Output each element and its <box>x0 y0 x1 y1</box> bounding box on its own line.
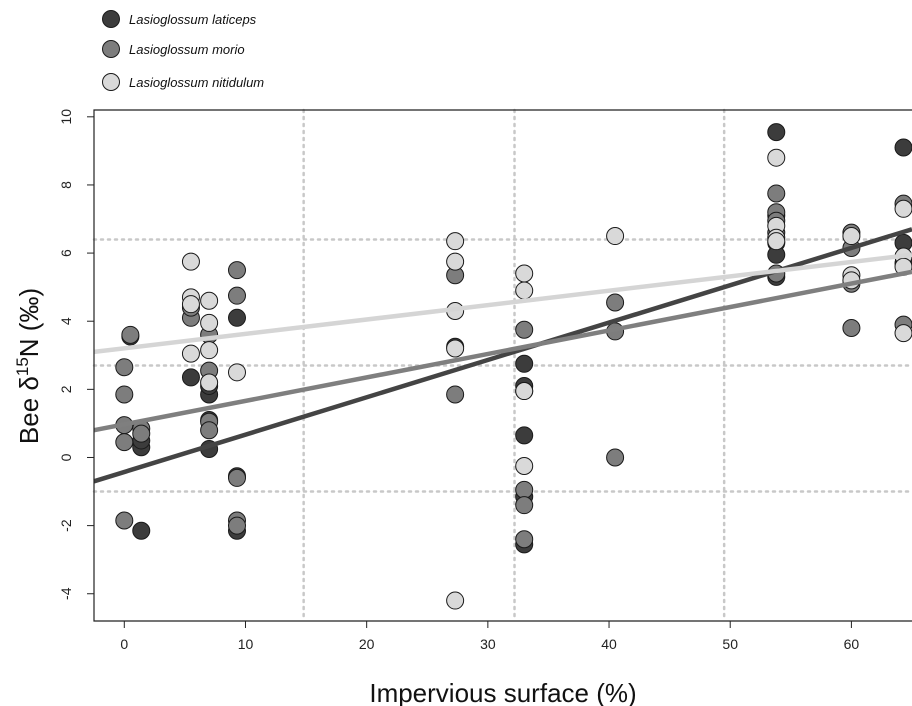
point-series1-3 <box>115 433 134 452</box>
trend-line-series2 <box>93 252 912 355</box>
y-tick-label-2: 0 <box>58 453 74 461</box>
point-series1-18 <box>227 516 246 535</box>
point-series2-18 <box>606 227 625 246</box>
point-series1-1 <box>115 385 134 404</box>
trend-line-series0 <box>93 227 912 484</box>
point-series2-0 <box>181 252 200 271</box>
data-points <box>115 123 912 610</box>
point-series0-3 <box>132 521 151 540</box>
x-axis-title: Impervious surface (%) <box>369 678 636 706</box>
point-series1-14 <box>227 261 246 280</box>
y-tick-label-5: 6 <box>58 249 74 257</box>
x-axis: 0 10 20 30 40 50 60 <box>120 621 859 652</box>
point-series2-17 <box>515 456 534 475</box>
x-tick-label-2: 20 <box>359 636 375 652</box>
point-series2-6 <box>200 341 219 360</box>
point-series1-22 <box>515 480 534 499</box>
point-series2-4 <box>200 291 219 310</box>
point-series0-9 <box>227 308 246 327</box>
point-series1-23 <box>515 496 534 515</box>
point-series1-4 <box>115 511 134 530</box>
y-axis-title: Bee δ15N (‰) <box>13 288 44 444</box>
point-series2-7 <box>200 373 219 392</box>
point-series1-24 <box>515 530 534 549</box>
point-series1-7 <box>132 424 151 443</box>
point-series0-16 <box>515 426 534 445</box>
point-series1-25 <box>606 293 625 312</box>
trend-line-series1 <box>93 269 912 433</box>
point-series2-2 <box>181 295 200 314</box>
y-axis-title-main: Bee δ <box>14 376 44 444</box>
x-tick-label-3: 30 <box>480 636 496 652</box>
legend-marker-series1 <box>102 40 120 58</box>
y-tick-label-4: 4 <box>58 317 74 325</box>
x-tick-label-5: 50 <box>722 636 738 652</box>
point-series0-13 <box>515 354 534 373</box>
point-series2-3 <box>181 344 200 363</box>
point-series1-27 <box>606 448 625 467</box>
point-series2-13 <box>446 591 465 610</box>
y-axis-title-sup: 15 <box>13 357 32 376</box>
y-tick-label-3: 2 <box>58 385 74 393</box>
point-series2-5 <box>200 313 219 332</box>
point-series1-13 <box>200 421 219 440</box>
y-axis: -4 -2 0 2 4 6 8 10 <box>58 109 94 600</box>
legend-label-series0: Lasioglossum laticeps <box>129 12 257 27</box>
legend: Lasioglossum laticeps Lasioglossum morio L… <box>102 10 264 91</box>
point-series0-4 <box>181 368 200 387</box>
y-tick-label-1: -2 <box>58 519 74 532</box>
y-tick-label-6: 8 <box>58 181 74 189</box>
point-series1-21 <box>515 320 534 339</box>
legend-marker-series0 <box>102 10 120 28</box>
y-axis-title-unit: N (‰) <box>14 288 44 357</box>
point-series1-0 <box>115 358 134 377</box>
point-series1-20 <box>446 385 465 404</box>
x-tick-label-0: 0 <box>120 636 128 652</box>
point-series2-14 <box>515 264 534 283</box>
point-series2-8 <box>227 363 246 382</box>
point-series2-29 <box>894 324 912 343</box>
point-series1-16 <box>227 468 246 487</box>
y-tick-label-0: -4 <box>58 587 74 600</box>
y-tick-label-7: 10 <box>58 109 74 125</box>
point-series2-12 <box>446 339 465 358</box>
point-series1-5 <box>121 325 140 344</box>
plot-frame <box>93 109 912 622</box>
legend-label-series2: Lasioglossum nitidulum <box>129 75 264 90</box>
x-tick-label-4: 40 <box>601 636 617 652</box>
point-series1-15 <box>227 286 246 305</box>
point-series2-10 <box>446 252 465 271</box>
point-series2-22 <box>767 232 786 251</box>
point-series2-26 <box>894 199 912 218</box>
point-series2-19 <box>767 148 786 167</box>
point-series2-9 <box>446 232 465 251</box>
x-tick-label-1: 10 <box>238 636 254 652</box>
legend-marker-series2 <box>102 73 120 91</box>
reference-lines <box>92 108 912 623</box>
point-series2-23 <box>842 227 861 246</box>
legend-label-series1: Lasioglossum morio <box>129 42 245 57</box>
point-series0-24 <box>894 138 912 157</box>
point-series1-28 <box>767 184 786 203</box>
point-series0-19 <box>767 123 786 142</box>
point-series2-15 <box>515 281 534 300</box>
point-series1-35 <box>842 319 861 338</box>
x-tick-label-6: 60 <box>844 636 860 652</box>
point-series2-16 <box>515 382 534 401</box>
trend-lines <box>93 227 912 484</box>
